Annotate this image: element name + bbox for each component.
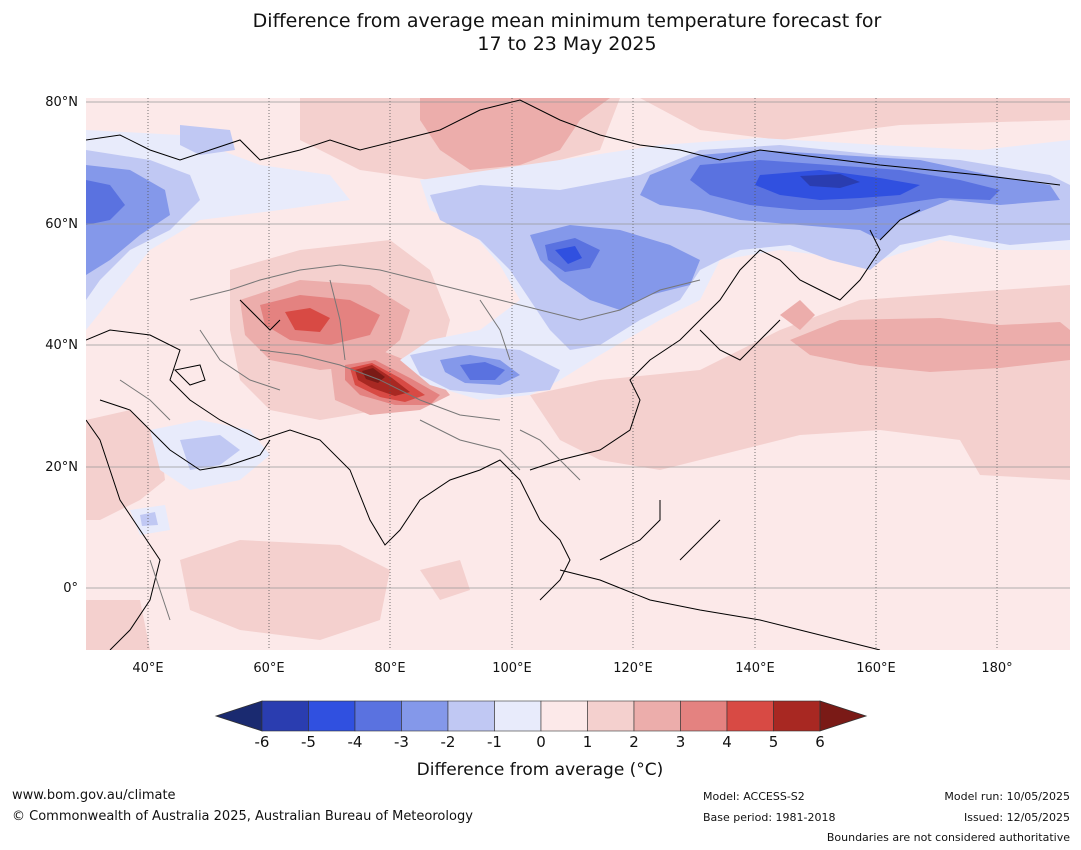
lon-label-120e: 120°E [613,661,653,676]
title-line-2: 17 to 23 May 2025 [477,33,657,55]
colorbar-cell [261,700,309,732]
lon-label-60e: 60°E [253,661,285,676]
colorbar-title: Difference from average (°C) [416,760,664,780]
coastlines [86,99,1061,650]
colorbar-cell [401,700,449,732]
base-period-text: Base period: 1981-2018 [703,811,836,824]
lat-label-80n: 80°N [45,95,78,110]
colorbar-tick-label: 4 [722,733,732,751]
colorbar-tick-label: -2 [440,733,456,751]
lon-label-160e: 160°E [856,661,896,676]
page-title: Difference from average mean minimum tem… [0,10,1081,56]
lon-label-100e: 100°E [492,661,532,676]
colorbar-cell [354,700,402,732]
colorbar-cell [447,700,495,732]
title-line-1: Difference from average mean minimum tem… [252,10,882,32]
disclaimer-text: Boundaries are not considered authoritat… [826,831,1070,844]
colorbar-tick-label: -3 [394,733,409,751]
colorbar-tick-label: 5 [768,733,779,751]
lon-label-80e: 80°E [374,661,406,676]
colorbar-cell [633,700,681,732]
lat-label-40n: 40°N [45,338,78,353]
colorbar-cell [494,700,542,732]
lon-label-140e: 140°E [735,661,775,676]
graticule-meridians [147,98,998,650]
colorbar-tick-label: -5 [301,733,316,751]
colorbar-extend-low [214,700,263,732]
colorbar-tick-label: 6 [815,733,825,751]
colorbar-cell [308,700,356,732]
colorbar-cell [773,700,821,732]
model-text: Model: ACCESS-S2 [703,790,805,803]
colorbar-cell [726,700,774,732]
colorbar-cell [680,700,728,732]
copyright-text: © Commonwealth of Australia 2025, Austra… [12,809,473,824]
colorbar-cell [540,700,588,732]
model-run-text: Model run: 10/05/2025 [944,790,1070,803]
lat-label-0: 0° [63,581,78,596]
colorbar-extend-high [819,700,868,732]
colorbar-tick-label: -4 [347,733,363,751]
country-borders [119,264,701,621]
colorbar-tick-label: 0 [536,733,546,751]
colorbar-cell [587,700,635,732]
colorbar-tick-label: -6 [254,733,270,751]
lat-label-20n: 20°N [45,460,78,475]
colorbar-tick-label: 3 [675,733,686,751]
graticule-parallels [86,101,1070,589]
issued-text: Issued: 12/05/2025 [963,811,1070,824]
colorbar-tick-label: 1 [582,733,593,751]
lon-label-180: 180° [981,661,1013,676]
lon-label-40e: 40°E [132,661,164,676]
website-link[interactable]: www.bom.gov.au/climate [12,788,176,803]
colorbar-tick-label: 2 [629,733,639,751]
anomaly-band-neg6-neg5 [800,174,860,188]
colorbar-tick-label: -1 [487,733,502,751]
lat-label-60n: 60°N [45,217,78,232]
